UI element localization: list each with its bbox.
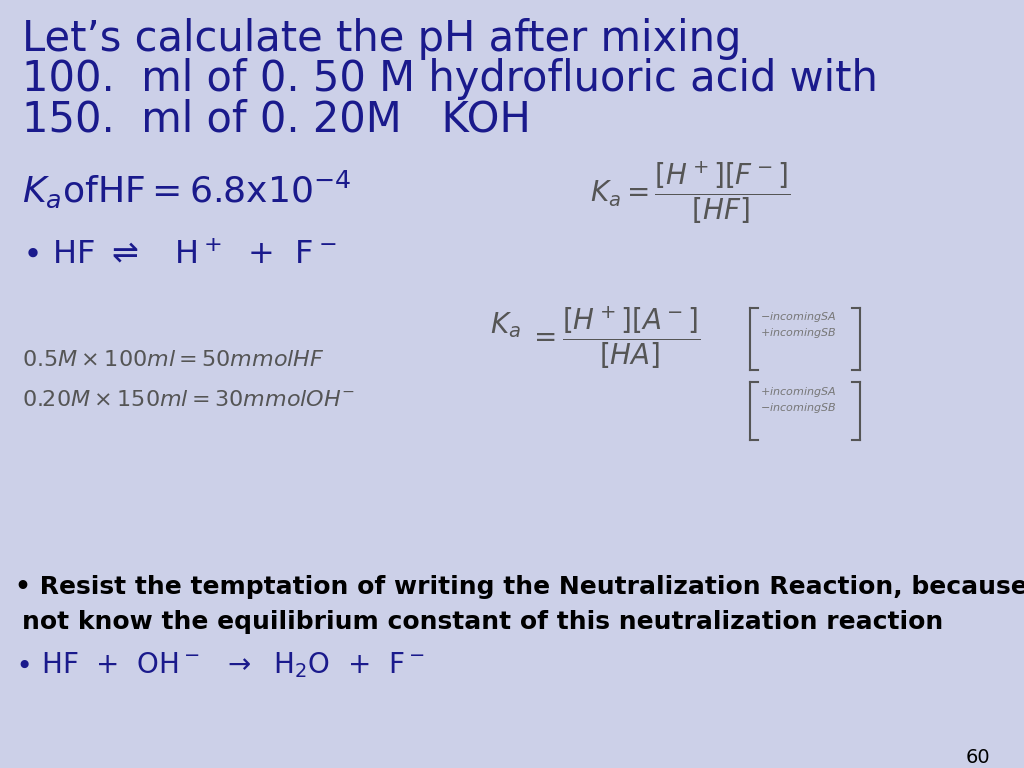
Text: $-incomingSA$
$+incomingSB$: $-incomingSA$ $+incomingSB$ [760, 310, 837, 340]
Text: $0.20M \times 150ml = 30mmolOH^{-}$: $0.20M \times 150ml = 30mmolOH^{-}$ [22, 390, 355, 410]
Text: not know the equilibrium constant of this neutralization reaction: not know the equilibrium constant of thi… [22, 610, 943, 634]
Text: $\bullet$ HF $\rightleftharpoons$   H$^+$  +  F$^-$: $\bullet$ HF $\rightleftharpoons$ H$^+$ … [22, 240, 336, 271]
Text: 150.  ml of 0. 20M   KOH: 150. ml of 0. 20M KOH [22, 98, 530, 140]
Text: $+incomingSA$
$-incomingSB$: $+incomingSA$ $-incomingSB$ [760, 385, 837, 415]
Text: $K_a = \dfrac{\left[H^+\right]\left[F^-\right]}{\left[HF\right]}$: $K_a = \dfrac{\left[H^+\right]\left[F^-\… [590, 160, 791, 227]
Text: $= \dfrac{\left[H^+\right]\left[A^-\right]}{\left[HA\right]}$: $= \dfrac{\left[H^+\right]\left[A^-\righ… [528, 305, 700, 372]
Text: $\mathit{K}_a$$\mathdefault{ of HF = 6.8 x 10}^{-4}$: $\mathit{K}_a$$\mathdefault{ of HF = 6.8… [22, 168, 351, 210]
Text: $\bullet$ HF  +  OH$^-$  $\rightarrow$  H$_2$O  +  F$^-$: $\bullet$ HF + OH$^-$ $\rightarrow$ H$_2… [15, 650, 425, 680]
Text: 60: 60 [966, 748, 990, 767]
Text: • Resist the temptation of writing the Neutralization Reaction, because we do: • Resist the temptation of writing the N… [15, 575, 1024, 599]
Text: $0.5M \times 100ml = 50mmolHF$: $0.5M \times 100ml = 50mmolHF$ [22, 350, 325, 370]
Text: Let’s calculate the pH after mixing: Let’s calculate the pH after mixing [22, 18, 741, 60]
Text: 100.  ml of 0. 50 M hydrofluoric acid with: 100. ml of 0. 50 M hydrofluoric acid wit… [22, 58, 878, 100]
Text: $K_a$: $K_a$ [490, 310, 521, 339]
